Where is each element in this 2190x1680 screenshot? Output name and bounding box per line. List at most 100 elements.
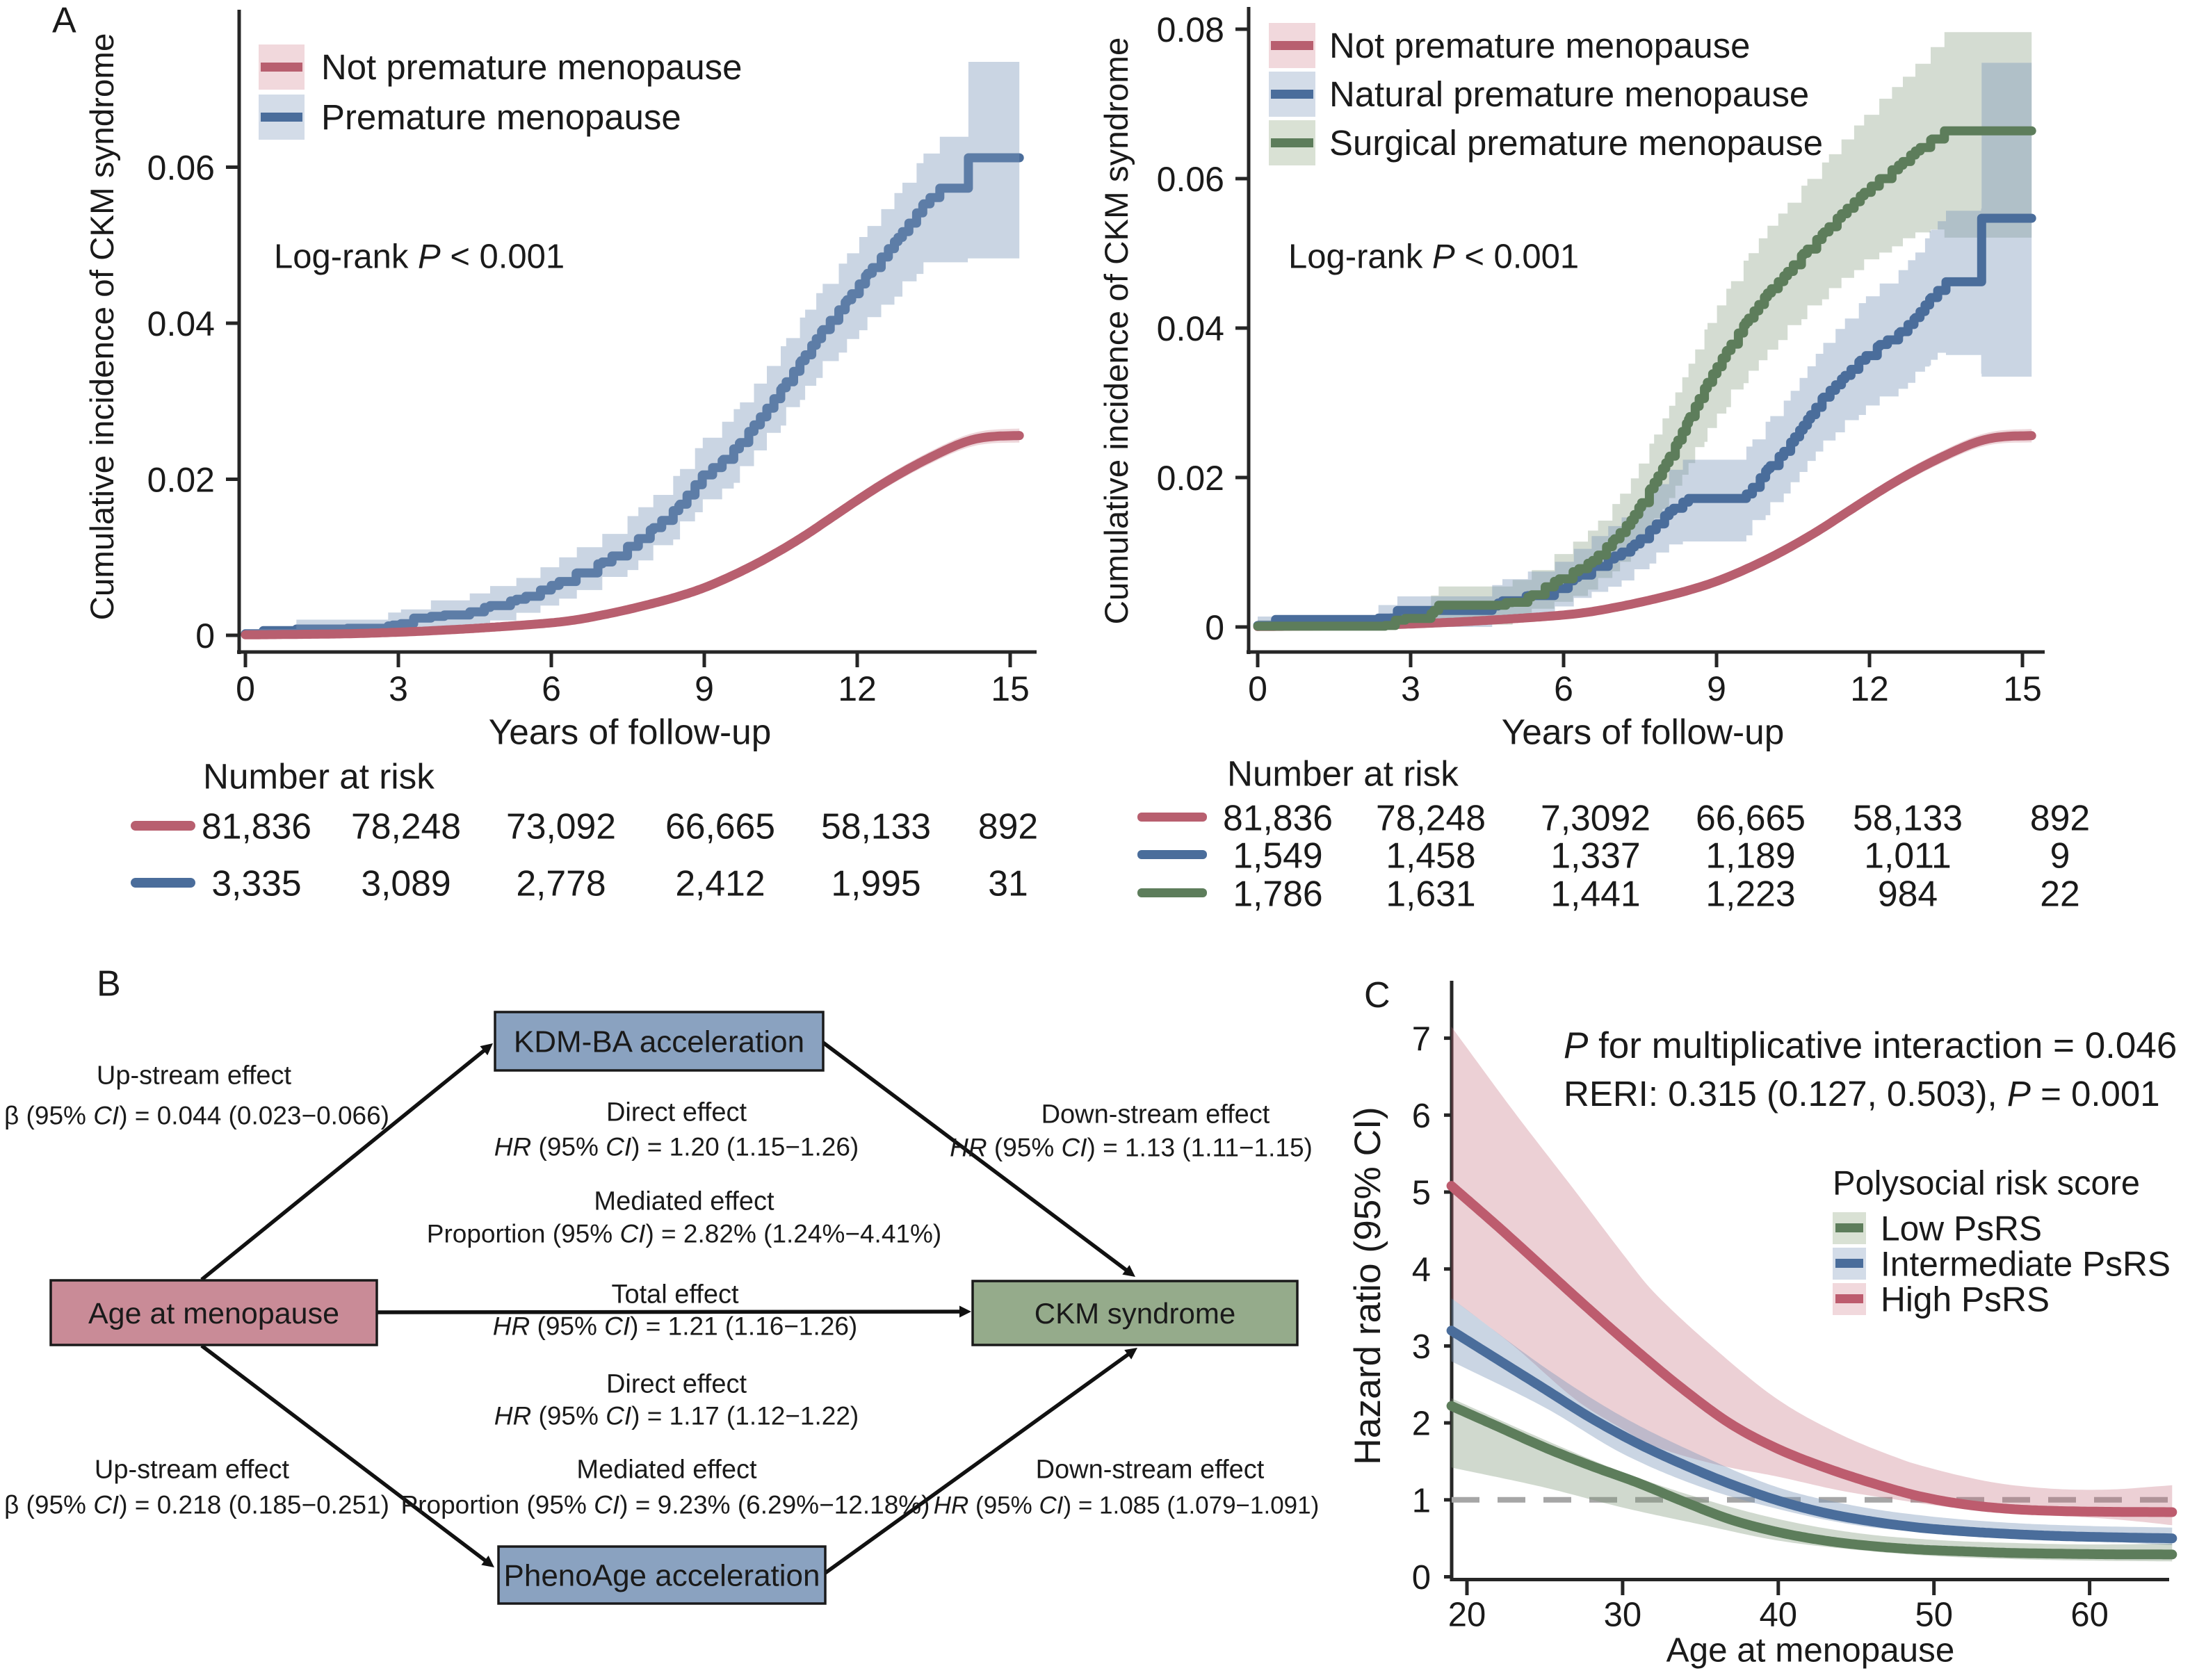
- svg-text:7: 7: [1412, 1020, 1431, 1058]
- svg-text:Down-stream effect: Down-stream effect: [1036, 1455, 1265, 1485]
- svg-text:PhenoAge acceleration: PhenoAge acceleration: [504, 1559, 820, 1593]
- svg-text:7,3092: 7,3092: [1541, 798, 1650, 838]
- svg-text:Natural premature menopause: Natural premature menopause: [1329, 74, 1809, 114]
- svg-text:5: 5: [1412, 1175, 1431, 1212]
- svg-text:31: 31: [988, 863, 1028, 904]
- svg-text:2: 2: [1412, 1405, 1431, 1443]
- svg-text:Down-stream effect: Down-stream effect: [1041, 1100, 1270, 1129]
- svg-text:Low PsRS: Low PsRS: [1881, 1209, 2042, 1248]
- svg-text:B: B: [97, 964, 121, 1004]
- svg-text:9: 9: [695, 669, 714, 708]
- svg-text:β (95% CI) = 0.218 (0.185−0.25: β (95% CI) = 0.218 (0.185−0.251): [4, 1491, 389, 1519]
- svg-text:0.04: 0.04: [1157, 309, 1224, 348]
- svg-text:3: 3: [1401, 669, 1420, 708]
- svg-text:Up-stream effect: Up-stream effect: [97, 1061, 292, 1091]
- svg-text:HR (95% CI) = 1.085 (1.079−1.0: HR (95% CI) = 1.085 (1.079−1.091): [934, 1492, 1320, 1519]
- svg-text:4: 4: [1412, 1251, 1431, 1289]
- svg-text:2,412: 2,412: [675, 863, 765, 904]
- svg-text:Proportion (95% CI) = 2.82% (1: Proportion (95% CI) = 2.82% (1.24%−4.41%…: [427, 1220, 941, 1248]
- svg-text:1,458: 1,458: [1386, 835, 1475, 876]
- svg-text:0: 0: [1248, 669, 1267, 708]
- svg-text:1,995: 1,995: [831, 863, 920, 904]
- svg-text:3,335: 3,335: [211, 863, 301, 904]
- svg-text:High PsRS: High PsRS: [1881, 1280, 2050, 1319]
- svg-text:1,189: 1,189: [1705, 835, 1795, 876]
- svg-text:RERI: 0.315 (0.127, 0.503), P: RERI: 0.315 (0.127, 0.503), P = 0.001: [1564, 1074, 2160, 1114]
- svg-text:0.04: 0.04: [147, 304, 215, 343]
- svg-text:Direct effect: Direct effect: [606, 1098, 747, 1127]
- svg-text:HR (95% CI) = 1.20 (1.15−1.26): HR (95% CI) = 1.20 (1.15−1.26): [494, 1133, 859, 1161]
- svg-text:0.02: 0.02: [147, 460, 215, 499]
- svg-text:6: 6: [542, 669, 561, 708]
- svg-text:Cumulative incidence of CKM sy: Cumulative incidence of CKM syndrome: [84, 33, 121, 621]
- svg-text:6: 6: [1412, 1098, 1431, 1135]
- svg-text:Not premature menopause: Not premature menopause: [1329, 26, 1750, 65]
- svg-text:Mediated effect: Mediated effect: [594, 1187, 774, 1216]
- svg-text:β (95% CI) = 0.044 (0.023−0.06: β (95% CI) = 0.044 (0.023−0.066): [4, 1102, 389, 1130]
- svg-text:9: 9: [2050, 835, 2070, 876]
- svg-text:Number at risk: Number at risk: [203, 756, 435, 796]
- svg-text:Mediated effect: Mediated effect: [576, 1455, 757, 1485]
- svg-text:9: 9: [1707, 669, 1726, 708]
- svg-text:984: 984: [1878, 874, 1938, 914]
- svg-text:15: 15: [2003, 669, 2042, 708]
- svg-text:Number at risk: Number at risk: [1227, 753, 1459, 793]
- svg-text:Direct effect: Direct effect: [606, 1370, 747, 1399]
- svg-text:Age at menopause: Age at menopause: [1666, 1631, 1955, 1670]
- svg-text:C: C: [1364, 975, 1390, 1016]
- svg-text:58,133: 58,133: [1853, 798, 1963, 838]
- svg-text:Up-stream effect: Up-stream effect: [95, 1455, 290, 1485]
- svg-text:892: 892: [978, 806, 1038, 847]
- svg-text:12: 12: [838, 669, 877, 708]
- svg-text:1,631: 1,631: [1386, 874, 1475, 914]
- svg-text:0: 0: [236, 669, 255, 708]
- svg-text:78,248: 78,248: [351, 806, 461, 847]
- svg-text:0: 0: [195, 617, 215, 655]
- svg-text:3,089: 3,089: [361, 863, 451, 904]
- svg-text:Years of follow-up: Years of follow-up: [1502, 711, 1785, 751]
- svg-text:KDM-BA acceleration: KDM-BA acceleration: [514, 1025, 804, 1059]
- svg-text:Age at menopause: Age at menopause: [88, 1297, 339, 1330]
- svg-text:1,011: 1,011: [1864, 835, 1952, 876]
- svg-text:40: 40: [1760, 1597, 1798, 1634]
- svg-text:0.02: 0.02: [1157, 459, 1224, 498]
- svg-text:Total effect: Total effect: [611, 1280, 739, 1310]
- svg-text:Hazard ratio (95% CI): Hazard ratio (95% CI): [1347, 1107, 1388, 1465]
- svg-text:1: 1: [1412, 1482, 1431, 1519]
- svg-text:1,441: 1,441: [1550, 874, 1640, 914]
- svg-text:3: 3: [389, 669, 408, 708]
- svg-text:50: 50: [1915, 1597, 1953, 1634]
- svg-text:A: A: [52, 1, 76, 41]
- svg-text:0: 0: [1412, 1559, 1431, 1597]
- svg-text:Intermediate PsRS: Intermediate PsRS: [1881, 1245, 2171, 1284]
- svg-text:0.08: 0.08: [1157, 10, 1224, 49]
- svg-text:0.06: 0.06: [147, 148, 215, 187]
- svg-text:1,223: 1,223: [1705, 874, 1795, 914]
- svg-text:Not premature menopause: Not premature menopause: [321, 47, 742, 87]
- svg-text:Years of follow-up: Years of follow-up: [489, 711, 772, 751]
- svg-text:HR (95% CI) = 1.13 (1.11−1.15): HR (95% CI) = 1.13 (1.11−1.15): [950, 1134, 1313, 1162]
- svg-text:HR (95% CI) = 1.17 (1.12−1.22): HR (95% CI) = 1.17 (1.12−1.22): [494, 1402, 859, 1430]
- svg-text:Surgical premature menopause: Surgical premature menopause: [1329, 123, 1823, 163]
- svg-text:CKM syndrome: CKM syndrome: [1035, 1297, 1235, 1330]
- svg-text:78,248: 78,248: [1376, 798, 1486, 838]
- svg-text:20: 20: [1448, 1597, 1486, 1634]
- svg-text:66,665: 66,665: [665, 806, 775, 847]
- svg-text:1,549: 1,549: [1233, 835, 1322, 876]
- svg-text:2,778: 2,778: [516, 863, 606, 904]
- svg-text:60: 60: [2070, 1597, 2109, 1634]
- svg-text:58,133: 58,133: [821, 806, 931, 847]
- svg-text:0: 0: [1205, 608, 1224, 647]
- svg-text:Log-rank P < 0.001: Log-rank P < 0.001: [1288, 238, 1579, 276]
- svg-text:Polysocial risk score: Polysocial risk score: [1833, 1164, 2140, 1202]
- svg-text:12: 12: [1850, 669, 1889, 708]
- svg-text:6: 6: [1554, 669, 1573, 708]
- svg-text:81,836: 81,836: [202, 806, 311, 847]
- svg-text:81,836: 81,836: [1223, 798, 1333, 838]
- svg-text:73,092: 73,092: [506, 806, 616, 847]
- svg-text:Log-rank P < 0.001: Log-rank P < 0.001: [274, 238, 565, 276]
- svg-text:30: 30: [1604, 1597, 1642, 1634]
- svg-text:3: 3: [1412, 1328, 1431, 1366]
- svg-text:0.06: 0.06: [1157, 160, 1224, 199]
- svg-text:1,337: 1,337: [1550, 835, 1640, 876]
